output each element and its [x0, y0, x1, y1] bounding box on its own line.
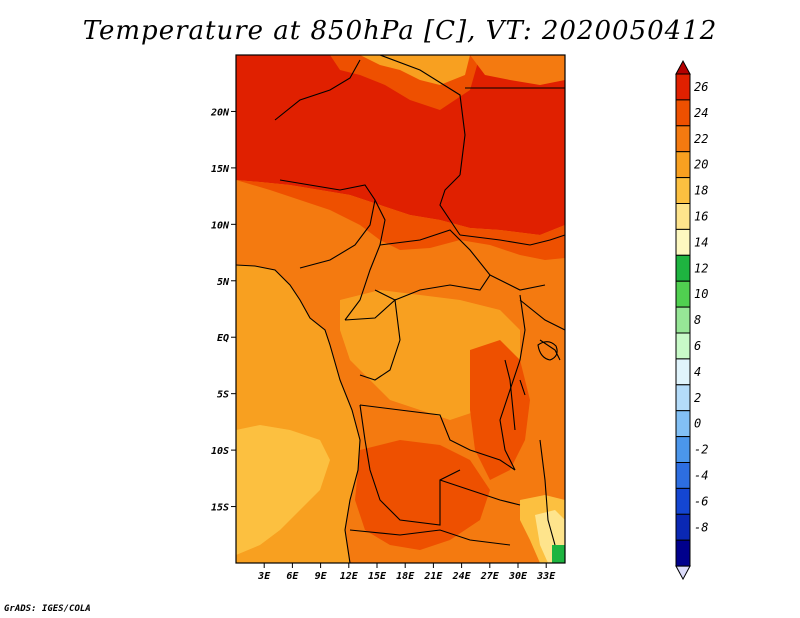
colorbar-segment [675, 410, 691, 438]
latitude-axis: 20N 15N 10N 5N EQ 5S 10S 15S [210, 107, 236, 514]
lon-tick-label: 30E [508, 571, 528, 582]
colorbar-segment [675, 151, 691, 179]
colorbar-segment [675, 332, 691, 360]
colorbar-label: 10 [694, 287, 708, 301]
colorbar-segment [675, 280, 691, 308]
border-south-sudan [459, 234, 566, 291]
colorbar-label: 12 [694, 261, 708, 275]
lat-tick-label: 10S [211, 446, 229, 457]
country-borders [235, 54, 566, 564]
lon-tick-label: 9E [315, 571, 328, 582]
colorbar-segment [675, 73, 691, 101]
lon-tick-label: 6E [286, 571, 299, 582]
green-cold-patch [552, 545, 565, 563]
colorbar-segment [675, 306, 691, 334]
lat-tick-label: 20N [210, 107, 230, 118]
colorbar-label: 22 [694, 132, 708, 146]
colorbar-label: 0 [694, 417, 701, 431]
lon-tick-label: 21E [423, 571, 443, 582]
lat-tick-label: 15S [211, 503, 229, 514]
colorbar-top-arrow [675, 59, 691, 75]
lat-tick-label: 5S [217, 390, 229, 401]
border-niger-chad [274, 59, 361, 121]
lon-tick-label: 24E [452, 571, 472, 582]
south-hot-region [355, 440, 490, 550]
border-east [519, 299, 566, 546]
colorbar-bottom-arrow [675, 565, 691, 581]
colorbar-label: 2 [694, 391, 701, 405]
lon-tick-label: 3E [257, 571, 271, 582]
temperature-field [236, 55, 565, 563]
border-zambia [439, 479, 521, 506]
colorbar-segment [675, 99, 691, 127]
colorbar-segment [675, 358, 691, 386]
border-drc-south [359, 404, 516, 471]
lat-tick-label: 15N [211, 164, 230, 175]
colorbar-segment [675, 254, 691, 282]
coastline [235, 264, 361, 564]
colorbar-label: 18 [694, 184, 708, 198]
lat-tick-label: EQ [217, 333, 229, 344]
border-car [374, 229, 491, 301]
colorbar-segment [675, 513, 691, 541]
border-cameroon [344, 199, 386, 321]
colorbar-label: 6 [694, 339, 701, 353]
map-title: Temperature at 850hPa [C], VT: 202005041… [82, 16, 718, 46]
colorbar-label: 24 [694, 106, 708, 120]
colorbar-label: 4 [694, 365, 701, 379]
colorbar-label: 16 [694, 210, 708, 224]
colorbar-segment [675, 462, 691, 489]
lon-tick-label: 12E [340, 571, 359, 582]
lon-tick-label: 33E [536, 571, 556, 582]
colorbar-label: 26 [694, 80, 708, 94]
lake-outline [504, 339, 561, 431]
border-chad-libya [379, 54, 466, 176]
credit-label: GrADS: IGES/COLA [4, 604, 91, 614]
colorbar-label: -8 [694, 520, 708, 534]
colorbar-label: 20 [694, 158, 708, 172]
lon-tick-label: 27E [480, 571, 500, 582]
north-cool-patch [360, 55, 470, 85]
longitude-axis: 3E 6E 9E 12E 15E 18E 21E 24E 27E 30E 33E [257, 563, 556, 582]
border-angola [359, 404, 461, 526]
colorbar-segment [675, 539, 691, 567]
lon-tick-label: 18E [396, 571, 415, 582]
border-chad-sudan [439, 174, 461, 236]
colorbar-segment [675, 125, 691, 153]
border-drc-east [499, 294, 526, 471]
colorbar-segment [675, 436, 691, 464]
colorbar-label: 8 [694, 313, 701, 327]
sahara-hot-region [236, 55, 565, 235]
border-congo [344, 298, 401, 381]
lat-tick-label: 10N [211, 220, 230, 231]
lon-tick-label: 15E [368, 571, 387, 582]
colorbar-label: -4 [694, 469, 708, 483]
colorbar-segment [675, 203, 691, 230]
colorbar-segment [675, 228, 691, 256]
colorbar-label: 14 [694, 235, 708, 249]
border-namibia [349, 529, 511, 546]
colorbar-segment [675, 177, 691, 205]
map-frame [235, 54, 566, 564]
sahel-band [236, 180, 565, 260]
lat-tick-label: 5N [217, 277, 230, 288]
colorbar-label: -6 [694, 494, 708, 508]
north-east-patch [470, 55, 565, 85]
lake-victoria [537, 341, 558, 361]
colorbar-segment [675, 487, 691, 515]
colorbar-label: -2 [694, 443, 708, 457]
colorbar-segment [675, 384, 691, 412]
ocean-sw-region [236, 425, 330, 555]
